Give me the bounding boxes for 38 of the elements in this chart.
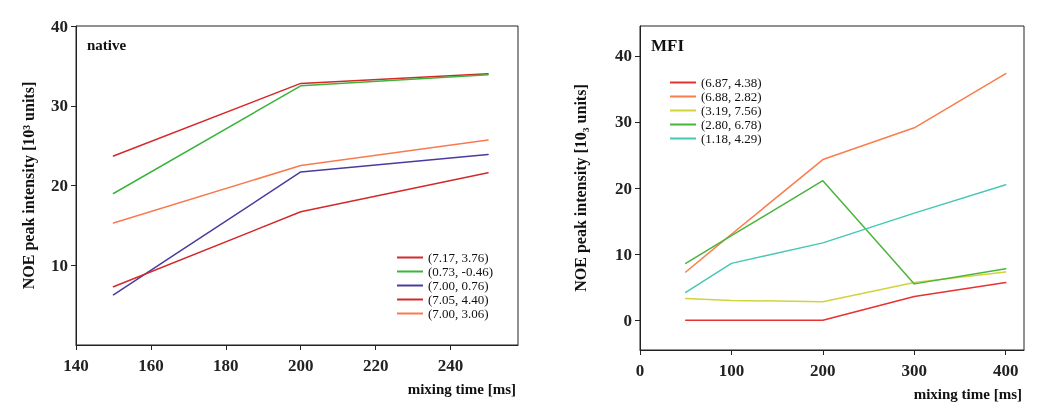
legend-label: (7.00, 3.06) [428,306,489,321]
x-tick-label: 300 [901,361,928,380]
x-tick-label: 0 [635,361,645,380]
x-tick-label: 220 [362,356,389,375]
text: MFI [651,36,685,55]
y-axis-title: NOE peak intensity [10₃ units] [571,84,590,292]
x-tick-label: 400 [992,361,1019,380]
text: native [87,36,127,53]
y-tick-label: 40 [51,16,68,36]
line-series [684,72,1007,273]
y-tick-label: 40 [615,46,632,66]
legend-label: (2.80, 6.78) [701,117,762,132]
x-tick-label: 160 [138,356,164,375]
y-tick-label: 20 [51,176,68,195]
y-axis-title: NOE peak intensity [10³ units] [19,81,38,290]
x-tick-label: 180 [213,356,239,375]
legend-label: (7.05, 4.40) [428,292,489,307]
x-tick-label: 200 [288,356,314,375]
legend-label: (7.17, 3.76) [428,250,489,265]
y-tick-label: 10 [615,244,632,264]
x-tick-label: 200 [810,361,836,380]
x-tick-label: 240 [437,356,464,375]
x-tick-label: 100 [718,361,745,380]
y-tick-label: 30 [51,96,68,116]
legend-label: (7.00, 0.76) [428,278,489,293]
line-series [684,271,1007,303]
legend-label: (0.73, -0.46) [428,264,494,279]
y-tick-label: 30 [615,112,632,132]
x-axis-title: mixing time [ms] [913,385,1022,402]
y-tick-label: 20 [615,178,632,198]
x-tick-label: 140 [63,356,89,375]
legend-label: (6.87, 4.38) [701,75,762,90]
legend-label: (1.18, 4.29) [701,131,762,146]
y-tick-label: 10 [51,255,68,275]
x-axis-title: mixing time [ms] [407,380,516,397]
legend-label: (6.88, 2.82) [701,89,762,104]
legend-label: (3.19, 7.56) [701,103,762,118]
y-tick-label: 0 [623,310,632,330]
